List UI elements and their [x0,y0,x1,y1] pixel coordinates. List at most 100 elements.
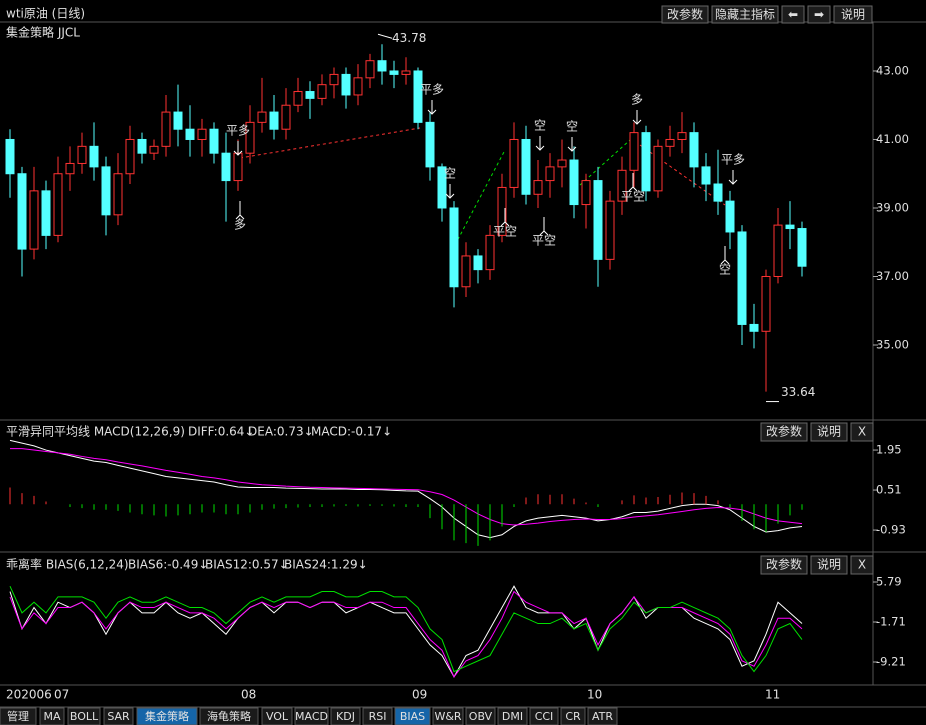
indicator-tab-label[interactable]: CR [565,710,581,723]
panel-button[interactable] [850,555,874,575]
candle-body [29,190,39,250]
indicator-tab[interactable] [587,707,618,725]
toolbar-button-label[interactable]: 隐藏主指标 [715,7,775,22]
panel-button[interactable] [810,555,848,575]
y-tick-label: -0.93 [876,523,906,537]
indicator-tab-label[interactable]: ATR [592,710,613,723]
candle-body [209,128,219,154]
candle-body [689,132,699,168]
y-tick-label: 37.00 [876,269,909,283]
panel-title: 平滑异同平均线 MACD(12,26,9) [6,425,185,439]
indicator-tab[interactable] [103,707,134,725]
signal-arrow [720,246,730,265]
indicator-tab-label[interactable]: DMI [502,710,523,723]
indicator-tab-label[interactable]: 海龟策略 [207,709,251,723]
indicator-tab-label[interactable]: SAR [107,710,130,723]
indicator-tab[interactable] [0,707,37,725]
candle-body [593,180,603,260]
toolbar-button[interactable] [781,5,805,24]
y-tick-label: 39.00 [876,200,909,214]
indicator-tab-label[interactable]: VOL [266,710,289,723]
panel-button-label[interactable]: 说明 [817,557,841,572]
panel-button[interactable] [760,555,808,575]
toolbar-button[interactable] [661,5,709,24]
indicator-tab[interactable] [529,707,559,725]
panel-button-label[interactable]: 改参数 [766,557,802,572]
indicator-tab[interactable] [497,707,528,725]
indicator-tab[interactable] [39,707,65,725]
indicator-tab[interactable] [394,707,431,725]
indicator-tab[interactable] [560,707,586,725]
signal-link [579,139,631,186]
panel-button[interactable] [810,422,848,442]
date-label: 10 [587,688,602,702]
toolbar-button-label[interactable]: ➡ [814,8,824,22]
candle-body [545,166,555,182]
legend-entry: DIFF:0.64↓ [188,425,254,439]
candle-body [653,145,663,192]
max-pointer [377,33,393,39]
signal-label: 平空 [621,190,645,204]
candle-body [281,104,291,130]
indicator-tab-label[interactable]: KDJ [336,710,355,723]
panel-title: 乖离率 BIAS(6,12,24) [6,557,129,572]
indicator-tab-label[interactable]: BIAS [400,710,425,723]
panel-button[interactable] [850,422,874,442]
candle-body [173,111,183,130]
candle-body [113,173,123,216]
indicator-tab[interactable] [465,707,496,725]
indicator-tab[interactable] [136,707,198,725]
candle-body [89,145,99,168]
candle-body [65,162,75,175]
candle-body [137,138,147,154]
indicator-tab-label[interactable]: OBV [469,710,493,723]
legend-entry: BIAS12:0.57↓ [205,558,289,572]
indicator-tab-label[interactable]: BOLL [70,710,99,723]
indicator-tab-label[interactable]: MA [43,710,60,723]
candle-body [701,166,711,185]
panel-button-label[interactable]: 说明 [817,424,841,439]
date-label: 09 [412,688,427,702]
y-tick-label: 0.51 [876,483,902,497]
signal-arrow [233,141,243,156]
indicator-tab[interactable] [362,707,393,725]
panel-button[interactable] [760,422,808,442]
indicator-tab-label[interactable]: CCI [535,710,554,723]
indicator-tab[interactable] [67,707,101,725]
candle-body [797,228,807,267]
candle-body [377,60,387,72]
candle-body [221,152,231,182]
signal-label: 多 [631,93,643,107]
indicator-tab[interactable] [330,707,361,725]
candle-body [401,70,411,75]
panel-button-label[interactable]: 改参数 [766,424,802,439]
signal-arrow [535,136,545,151]
toolbar-button[interactable] [833,5,873,24]
indicator-tab[interactable] [261,707,293,725]
indicator-tab-label[interactable]: 管理 [7,709,29,723]
candle-body [677,132,687,140]
indicator-tab-label[interactable]: 集金策略 [145,709,189,723]
indicator-tab[interactable] [294,707,329,725]
toolbar-button[interactable] [807,5,831,24]
candle-body [569,159,579,206]
indicator-tab-label[interactable]: MACD [295,710,328,723]
legend-entry: BIAS24:1.29↓ [284,558,368,572]
y-tick-label: 43.00 [876,63,909,77]
candle-body [353,77,363,96]
indicator-tab[interactable] [432,707,464,725]
panel-button-label[interactable]: X [858,558,866,572]
candle-body [329,73,339,86]
toolbar-button-label[interactable]: 说明 [841,7,865,22]
panel-button-label[interactable]: X [858,425,866,439]
candle-body [197,128,207,140]
indicator-tab-label[interactable]: W&R [434,710,461,723]
toolbar-button-label[interactable]: ⬅ [788,8,798,22]
indicator-tab[interactable] [199,707,259,725]
candle-body [53,173,63,236]
indicator-tab-label[interactable]: RSI [369,710,387,723]
toolbar-button-label[interactable]: 改参数 [667,7,703,22]
toolbar-button[interactable] [711,5,779,24]
signal-arrow [500,208,510,227]
signal-link [639,144,726,206]
